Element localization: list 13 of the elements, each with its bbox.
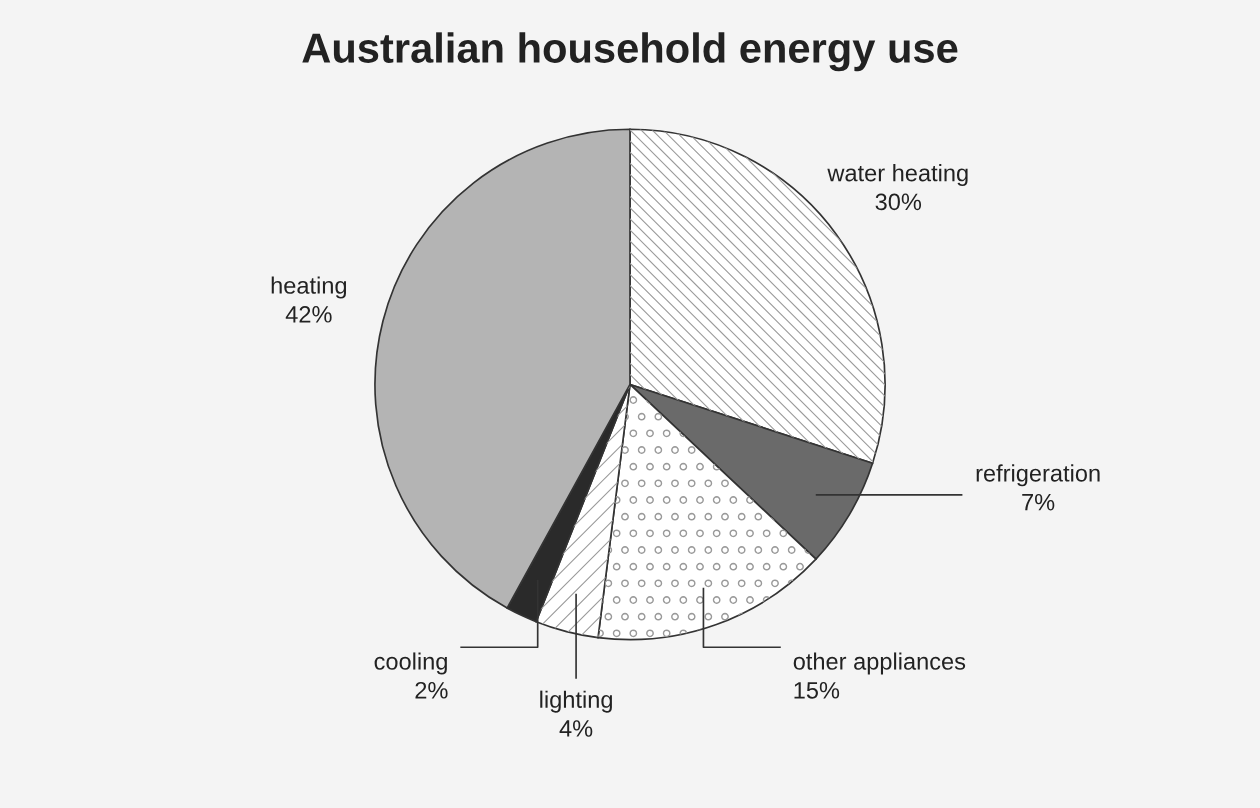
data-label: 30% (875, 193, 922, 211)
slice-label: heating (271, 276, 347, 299)
data-label: 2% (415, 681, 448, 699)
slice-label: lighting (540, 690, 612, 713)
data-label: 7% (1022, 493, 1055, 511)
data-label: 42% (285, 305, 332, 323)
slice-label: other appliances (793, 652, 966, 675)
slice-label: cooling (374, 652, 447, 675)
data-label: 15% (794, 682, 840, 699)
slice-label: refrigeration (976, 464, 1100, 487)
chart-title: Australian household energy use (302, 32, 958, 72)
slice-label: water heating (827, 164, 968, 187)
data-label: 4% (559, 720, 593, 737)
